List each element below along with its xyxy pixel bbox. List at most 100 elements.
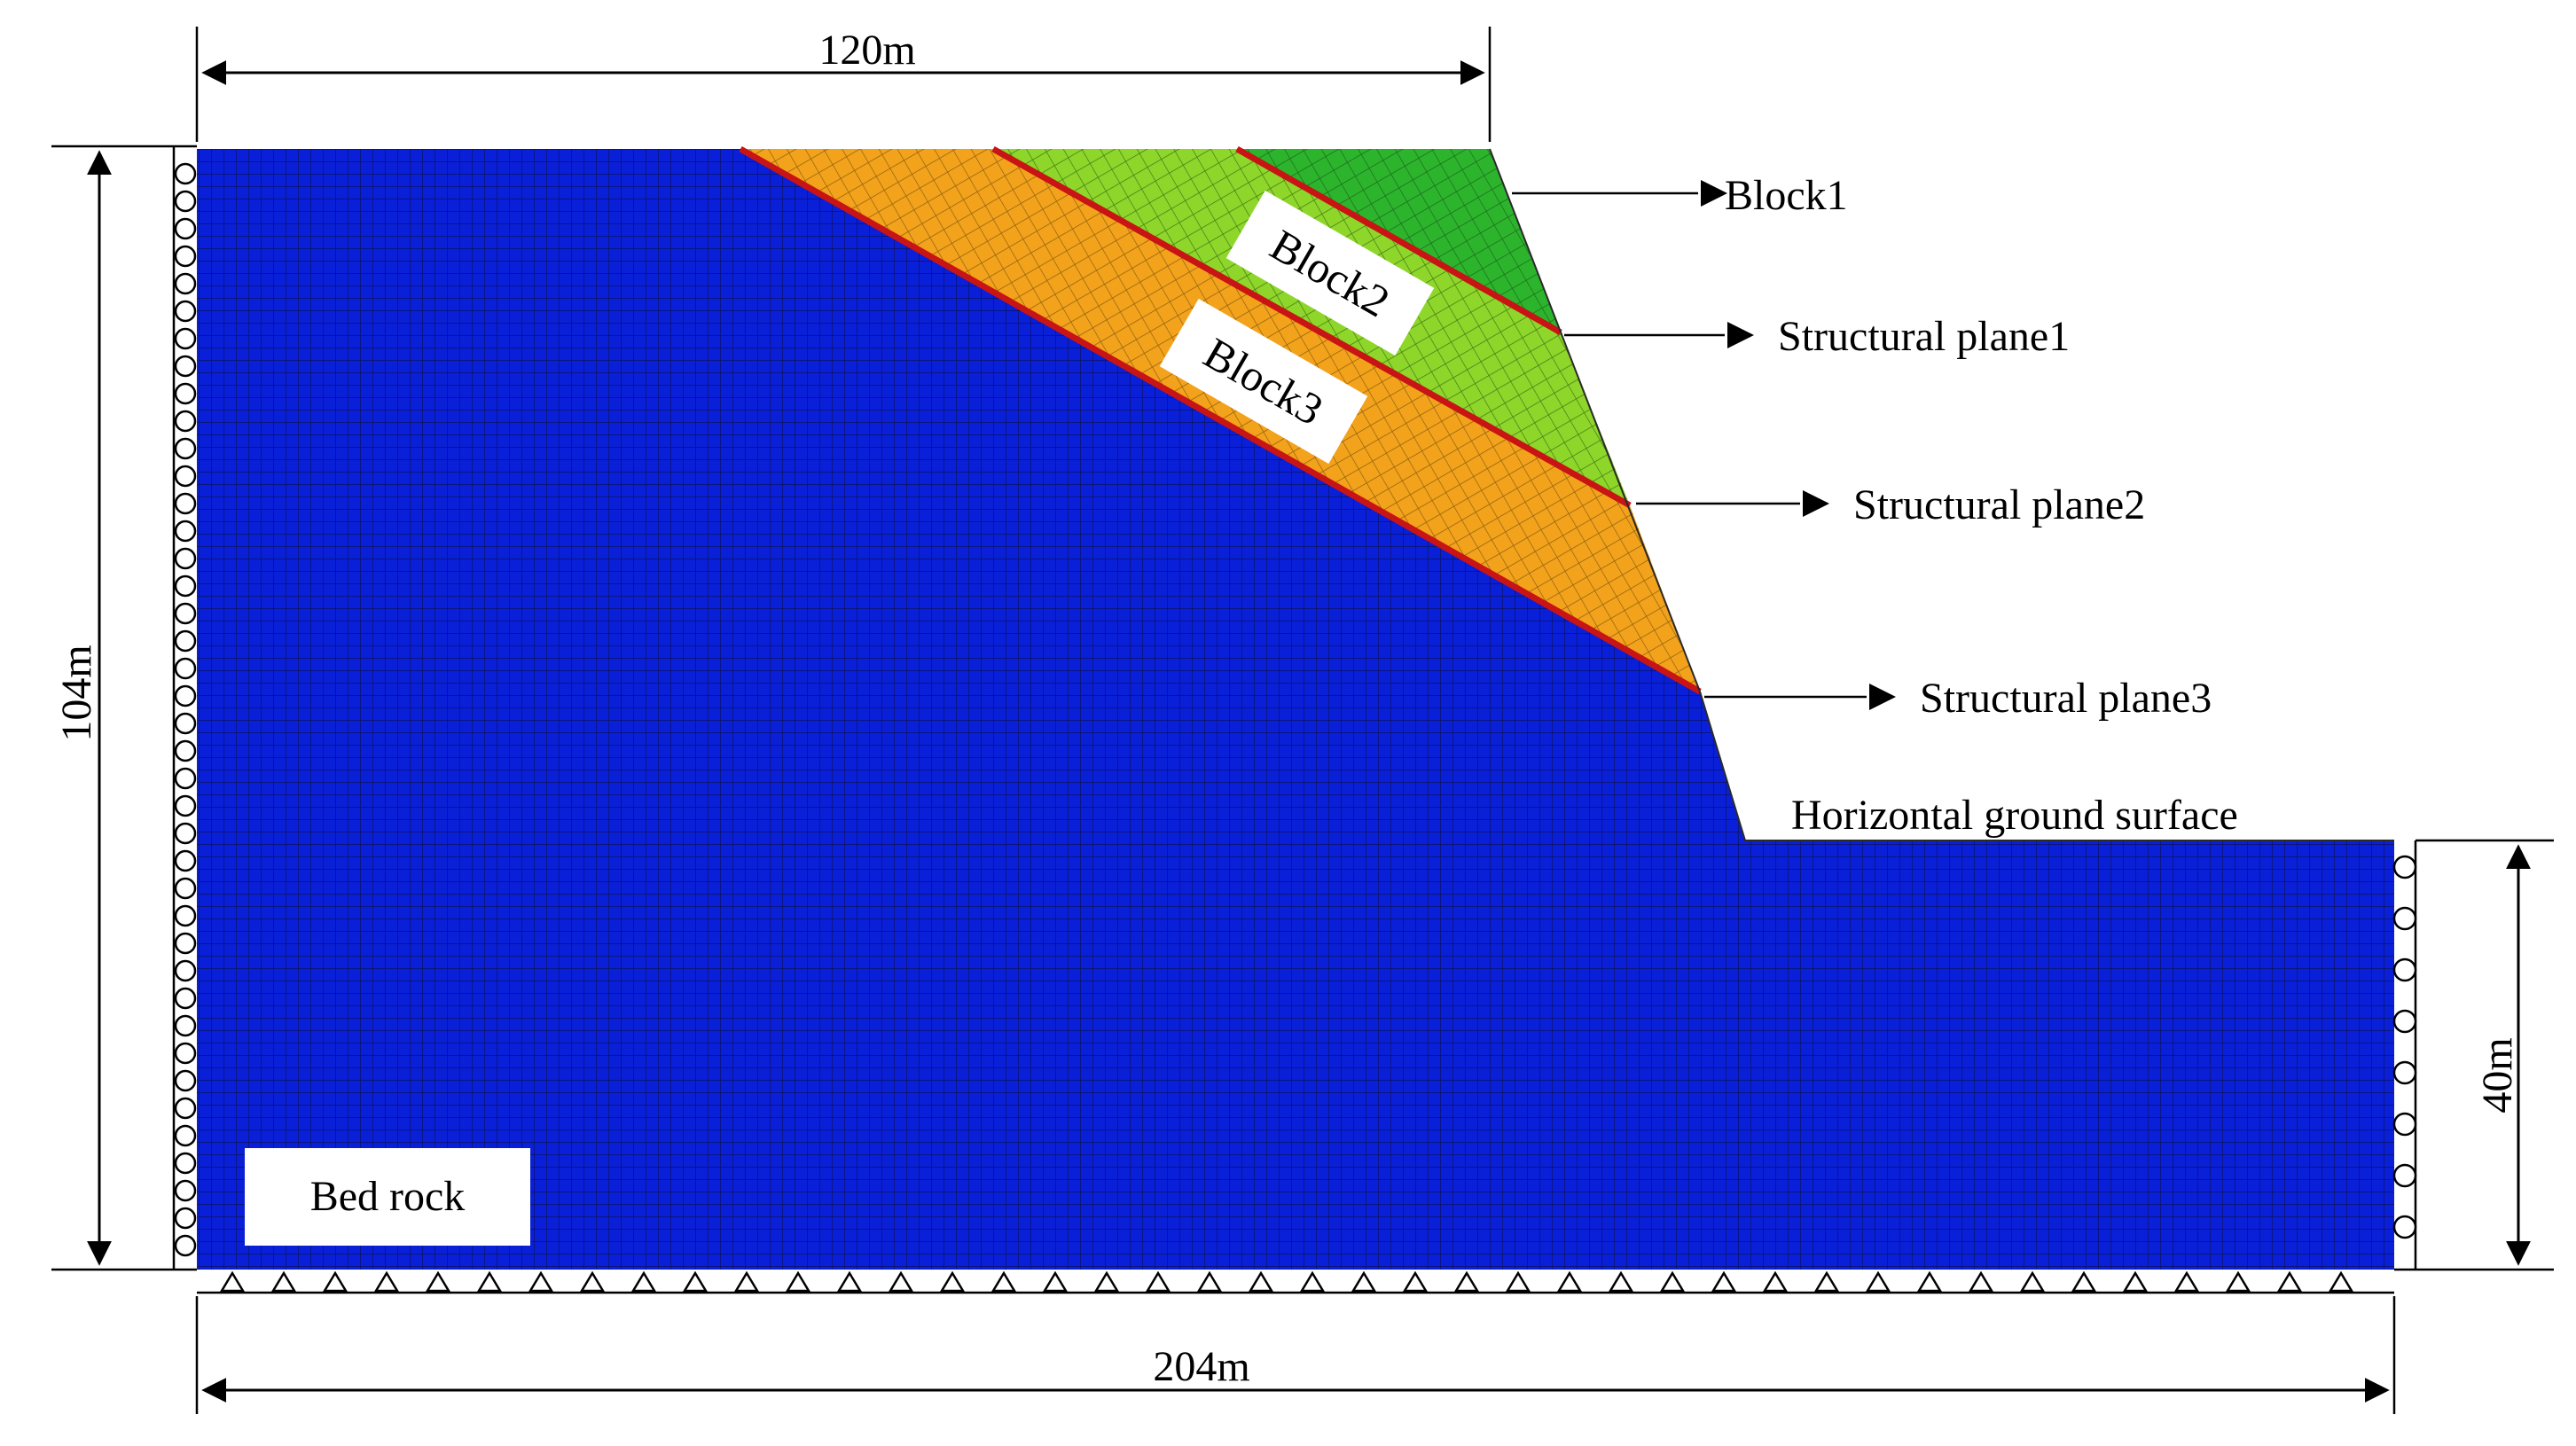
pin-support-icon — [476, 1270, 503, 1293]
pin-support-icon — [1453, 1270, 1480, 1293]
pin-support-icon — [1145, 1270, 1171, 1293]
slope-face-outline — [1489, 148, 2394, 841]
roller-support-icon — [174, 465, 197, 488]
right-roller-supports — [2392, 840, 2417, 1270]
roller-support-icon — [174, 355, 197, 378]
roller-support-icon — [174, 932, 197, 955]
callout-block1: Block1 — [1512, 172, 1848, 219]
pin-support-icon — [1351, 1270, 1377, 1293]
roller-support-icon — [174, 959, 197, 982]
pin-support-icon — [1299, 1270, 1326, 1293]
pin-support-icon — [836, 1270, 863, 1293]
roller-support-icon — [174, 1069, 197, 1092]
roller-support-icon — [174, 190, 197, 213]
dimension-right-height: 40m — [2474, 844, 2531, 1266]
roller-support-icon — [174, 767, 197, 790]
structural-plane1-label: Structural plane1 — [1778, 313, 2070, 360]
pin-support-icon — [373, 1270, 400, 1293]
roller-support-icon — [174, 437, 197, 460]
roller-support-icon — [174, 712, 197, 735]
roller-support-icon — [174, 739, 197, 762]
roller-support-icon — [174, 547, 197, 570]
dimension-top-width-label: 120m — [818, 27, 915, 74]
dimension-total-height-label: 104m — [53, 645, 100, 741]
bottom-pin-supports — [197, 1270, 2394, 1294]
roller-support-icon — [2392, 1163, 2417, 1188]
pin-support-icon — [1556, 1270, 1583, 1293]
pin-support-icon — [2173, 1270, 2200, 1293]
pin-support-icon — [1608, 1270, 1634, 1293]
roller-support-icon — [2392, 1112, 2417, 1137]
callout-structural-plane2: Structural plane2 — [1636, 481, 2145, 528]
pin-support-icon — [322, 1270, 348, 1293]
left-roller-circles — [174, 162, 197, 1257]
structural-plane2-line — [991, 145, 1632, 509]
roller-support-icon — [174, 1014, 197, 1037]
roller-support-icon — [2392, 906, 2417, 931]
roller-support-icon — [174, 657, 197, 680]
callout-structural-plane1: Structural plane1 — [1564, 313, 2070, 360]
pin-support-icon — [219, 1270, 246, 1293]
pin-support-icon — [270, 1270, 297, 1293]
pin-support-icon — [425, 1270, 451, 1293]
dimension-total-height: 104m — [53, 150, 112, 1266]
roller-support-icon — [174, 1097, 197, 1120]
roller-support-icon — [174, 822, 197, 845]
bedrock-label-box: Bed rock — [245, 1148, 530, 1246]
pin-support-icon — [2071, 1270, 2097, 1293]
roller-support-icon — [174, 574, 197, 598]
roller-support-icon — [2392, 957, 2417, 982]
roller-support-icon — [174, 877, 197, 900]
pin-support-icon — [2019, 1270, 2046, 1293]
structural-plane3-line — [739, 145, 1702, 695]
pin-support-icon — [630, 1270, 657, 1293]
callout-structural-plane3: Structural plane3 — [1704, 675, 2212, 722]
pin-support-icon — [2328, 1270, 2354, 1293]
structural-plane2-label: Structural plane2 — [1853, 481, 2145, 528]
dimension-bottom-width: 204m — [195, 1296, 2396, 1414]
bedrock-label: Bed rock — [310, 1173, 466, 1220]
pin-support-icon — [579, 1270, 606, 1293]
roller-support-icon — [2392, 1060, 2417, 1085]
roller-support-icon — [174, 684, 197, 707]
roller-support-icon — [174, 492, 197, 515]
roller-support-icon — [174, 1042, 197, 1065]
roller-support-icon — [174, 1124, 197, 1147]
roller-support-icon — [174, 1152, 197, 1175]
pin-support-icon — [2276, 1270, 2303, 1293]
roller-support-icon — [174, 987, 197, 1010]
roller-support-icon — [174, 272, 197, 295]
pin-support-icon — [528, 1270, 554, 1293]
pin-support-icon — [1865, 1270, 1891, 1293]
pin-support-icon — [1196, 1270, 1223, 1293]
roller-support-icon — [174, 1207, 197, 1230]
pin-support-icon — [1042, 1270, 1069, 1293]
roller-support-icon — [174, 327, 197, 350]
pin-support-icon — [1402, 1270, 1429, 1293]
pin-support-icon — [2225, 1270, 2251, 1293]
pin-support-icon — [1248, 1270, 1274, 1293]
pin-support-icon — [1968, 1270, 1994, 1293]
roller-support-icon — [174, 162, 197, 185]
roller-support-icon — [174, 300, 197, 323]
bedrock-region — [197, 149, 2394, 1270]
pin-support-icon — [1916, 1270, 1943, 1293]
roller-support-icon — [174, 245, 197, 268]
pin-support-icon — [2122, 1270, 2149, 1293]
roller-support-icon — [174, 382, 197, 405]
pin-support-icon — [1093, 1270, 1120, 1293]
horizontal-ground-surface-label: Horizontal ground surface — [1791, 792, 2238, 839]
pin-support-icon — [990, 1270, 1017, 1293]
pin-support-icon — [785, 1270, 811, 1293]
pin-support-icon — [682, 1270, 709, 1293]
roller-support-icon — [174, 1234, 197, 1257]
pin-support-icon — [1659, 1270, 1686, 1293]
right-roller-circles — [2392, 855, 2417, 1239]
roller-support-icon — [2392, 1215, 2417, 1239]
roller-support-icon — [174, 217, 197, 240]
pin-support-icon — [1813, 1270, 1840, 1293]
pin-support-icon — [733, 1270, 760, 1293]
roller-support-icon — [174, 520, 197, 543]
pin-support-icon — [1505, 1270, 1531, 1293]
